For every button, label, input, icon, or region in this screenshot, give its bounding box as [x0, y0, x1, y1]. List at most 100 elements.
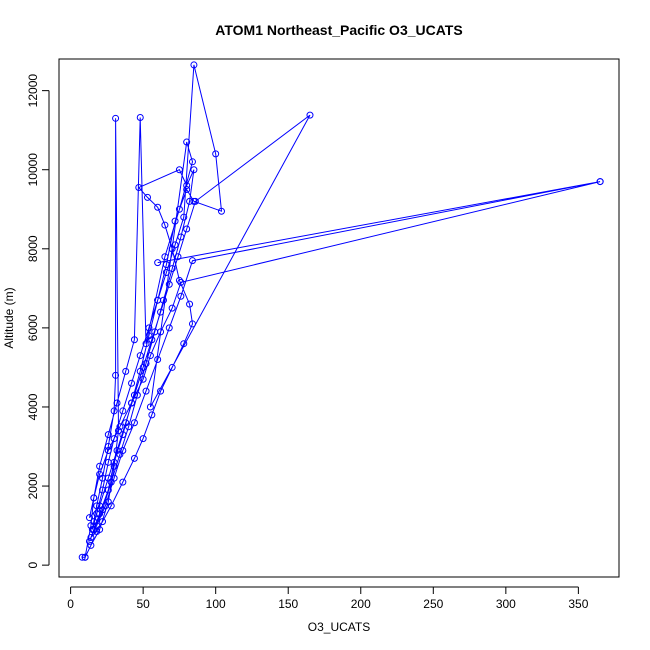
y-tick-label: 12000 [26, 74, 40, 108]
x-tick-label: 150 [278, 597, 298, 611]
data-point [183, 185, 191, 193]
data-point [148, 336, 156, 344]
data-point [114, 427, 122, 435]
data-point [96, 462, 104, 470]
x-tick-label: 0 [67, 597, 74, 611]
data-point [99, 518, 107, 526]
data-point [171, 217, 179, 225]
data-point [122, 419, 130, 427]
chart-title: ATOM1 Northeast_Pacific O3_UCATS [215, 22, 462, 38]
data-point [139, 375, 147, 383]
data-point [136, 114, 144, 122]
data-point [119, 478, 127, 486]
y-tick-label: 0 [26, 561, 40, 568]
data-point [87, 533, 95, 541]
data-point [93, 502, 101, 510]
x-tick-label: 50 [136, 597, 150, 611]
data-point [154, 203, 162, 211]
data-point [85, 514, 93, 522]
data-point [177, 278, 185, 286]
data-point [85, 537, 93, 545]
data-point [168, 245, 176, 253]
data-point [148, 411, 156, 419]
y-tick-label: 4000 [26, 393, 40, 420]
data-point [165, 280, 173, 288]
data-point [157, 328, 165, 336]
data-point [133, 391, 141, 399]
data-point [96, 470, 104, 478]
data-point [146, 403, 154, 411]
data-point [78, 553, 86, 561]
data-point [104, 474, 112, 482]
data-point [177, 233, 185, 241]
data-point [180, 340, 188, 348]
x-axis-label: O3_UCATS [308, 620, 370, 634]
data-point [113, 399, 121, 407]
data-point [165, 324, 173, 332]
data-point [128, 399, 136, 407]
y-tick-label: 6000 [26, 314, 40, 341]
data-point [175, 205, 183, 213]
data-point [161, 253, 169, 261]
data-point [81, 553, 89, 561]
data-point [143, 193, 151, 201]
data-point [188, 158, 196, 166]
data-point [130, 391, 138, 399]
data-point [142, 340, 150, 348]
data-point [190, 61, 198, 69]
data-point [157, 308, 165, 316]
data-point [161, 221, 169, 229]
series-line [82, 64, 601, 558]
data-point [136, 352, 144, 360]
data-point [168, 363, 176, 371]
data-point [104, 443, 112, 451]
data-point [175, 166, 183, 174]
y-tick-label: 2000 [26, 472, 40, 499]
data-point [110, 458, 118, 466]
x-tick-label: 100 [206, 597, 226, 611]
data-point [112, 114, 120, 122]
data-point [183, 138, 191, 146]
data-point [159, 296, 167, 304]
series-layer [78, 61, 604, 561]
data-point [154, 259, 162, 267]
y-axis-label: Altitude (m) [2, 287, 16, 348]
data-point [113, 446, 121, 454]
data-point [104, 446, 112, 454]
data-point [145, 324, 153, 332]
data-point [183, 225, 191, 233]
data-point [188, 257, 196, 265]
data-point [139, 363, 147, 371]
y-axis: 0 2000 4000 6000 8000 10000 12000 [26, 74, 50, 568]
data-point [177, 292, 185, 300]
data-point [130, 454, 138, 462]
y-tick-label: 10000 [26, 153, 40, 187]
data-point [112, 371, 120, 379]
data-point [128, 379, 136, 387]
data-point [188, 320, 196, 328]
data-point [174, 253, 182, 261]
data-point [168, 304, 176, 312]
data-point [130, 336, 138, 344]
data-point [183, 182, 191, 190]
data-point [90, 494, 98, 502]
x-axis: 0 50 100 150 200 250 300 350 [67, 586, 589, 611]
data-point [96, 502, 104, 510]
data-point [104, 486, 112, 494]
x-tick-label: 300 [496, 597, 516, 611]
data-point [110, 462, 118, 470]
data-point [146, 352, 154, 360]
data-point [130, 419, 138, 427]
x-tick-label: 200 [351, 597, 371, 611]
x-tick-label: 250 [423, 597, 443, 611]
data-point [154, 356, 162, 364]
data-point [186, 300, 194, 308]
data-point [157, 387, 165, 395]
x-tick-label: 350 [568, 597, 588, 611]
data-point [162, 269, 170, 277]
data-point [104, 431, 112, 439]
data-point [191, 197, 199, 205]
data-point [116, 423, 124, 431]
